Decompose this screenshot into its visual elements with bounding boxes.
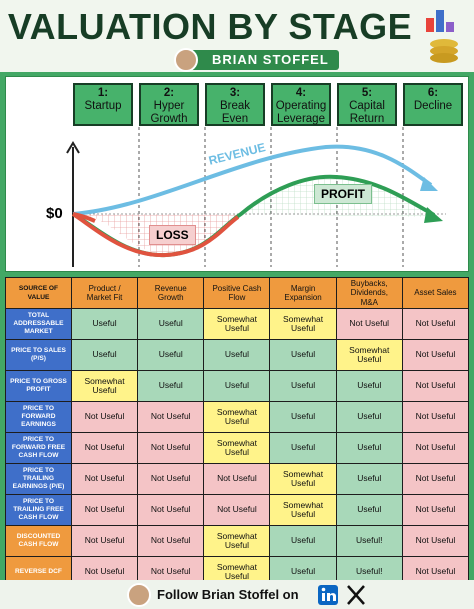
avatar xyxy=(127,583,151,607)
rating-cell: Useful xyxy=(138,309,204,339)
rating-cell: Not Useful xyxy=(72,464,138,494)
rating-cell: Not Useful xyxy=(138,495,204,525)
footer: Follow Brian Stoffel on xyxy=(0,580,474,609)
rating-cell: Not Useful xyxy=(402,495,468,525)
column-header: Margin Expansion xyxy=(270,278,336,308)
rating-cell: Somewhat Useful xyxy=(72,371,138,401)
rating-cell: Somewhat Useful xyxy=(270,495,336,525)
row-label: PRICE TO SALES (P/S) xyxy=(6,340,71,370)
row-label: PRICE TO FORWARD FREE CASH FLOW xyxy=(6,433,71,463)
rating-cell: Not Useful xyxy=(402,340,468,370)
stage-name: Hyper Growth xyxy=(150,100,188,125)
rating-cell: Useful xyxy=(138,371,204,401)
rating-cell: Not Useful xyxy=(402,526,468,556)
rating-cell: Not Useful xyxy=(72,433,138,463)
rating-cell: Useful xyxy=(72,340,138,370)
rating-cell: Not Useful xyxy=(204,464,270,494)
rating-cell: Useful xyxy=(336,433,402,463)
footer-text: Follow Brian Stoffel on xyxy=(157,587,299,602)
rating-cell: Useful xyxy=(138,340,204,370)
rating-cell: Not Useful xyxy=(336,309,402,339)
rating-cell: Not Useful xyxy=(72,495,138,525)
profit-label: PROFIT xyxy=(314,184,372,204)
rating-cell: Useful xyxy=(336,495,402,525)
rating-cell: Not Useful xyxy=(402,402,468,432)
rating-cell: Somewhat Useful xyxy=(204,402,270,432)
rating-cell: Not Useful xyxy=(402,433,468,463)
rating-cell: Somewhat Useful xyxy=(270,464,336,494)
rating-cell: Not Useful xyxy=(72,402,138,432)
rating-cell: Useful! xyxy=(336,526,402,556)
stage-box: 1: Startup xyxy=(73,83,133,126)
valuation-table: SOURCE OF VALUE Product / Market Fit Reven… xyxy=(5,277,469,588)
rating-cell: Somewhat Useful xyxy=(336,340,402,370)
rating-cell: Somewhat Useful xyxy=(270,309,336,339)
stage-number: 2: xyxy=(163,87,175,99)
row-label: PRICE TO TRAILING FREE CASH FLOW xyxy=(6,495,71,525)
column-header: Buybacks, Dividends, M&A xyxy=(336,278,402,308)
rating-cell: Not Useful xyxy=(402,464,468,494)
corner-header: SOURCE OF VALUE xyxy=(6,278,71,308)
stage-diagram: $0 REVENUE PROFIT LOSS 1: Startup 2: Hyper … xyxy=(5,76,469,272)
rating-cell: Not Useful xyxy=(402,309,468,339)
stage-number: 6: xyxy=(427,87,439,99)
social-icons xyxy=(318,585,365,605)
stage-name: Decline xyxy=(413,100,453,112)
rating-cell: Not Useful xyxy=(402,371,468,401)
rating-cell: Not Useful xyxy=(138,402,204,432)
stage-box: 6: Decline xyxy=(403,83,463,126)
author-badge: BRIAN STOFFEL xyxy=(190,50,339,70)
rating-cell: Useful xyxy=(204,340,270,370)
stage-name: Capital Return xyxy=(349,100,385,125)
rating-cell: Somewhat Useful xyxy=(204,433,270,463)
rating-cell: Useful xyxy=(72,309,138,339)
column-header: Product / Market Fit xyxy=(72,278,138,308)
stage-box: 2: Hyper Growth xyxy=(139,83,199,126)
rating-cell: Not Useful xyxy=(138,464,204,494)
zero-label: $0 xyxy=(46,205,63,222)
rating-cell: Useful xyxy=(336,464,402,494)
rating-cell: Useful xyxy=(204,371,270,401)
rating-cell: Useful xyxy=(336,371,402,401)
rating-cell: Not Useful xyxy=(204,495,270,525)
rating-cell: Useful xyxy=(270,371,336,401)
stage-box: 5: Capital Return xyxy=(337,83,397,126)
column-header: Positive Cash Flow xyxy=(204,278,270,308)
rating-cell: Useful xyxy=(270,402,336,432)
stage-name: Break Even xyxy=(219,100,251,125)
rating-cell: Useful xyxy=(336,402,402,432)
avatar xyxy=(174,48,198,72)
title: VALUATION BY STAGE xyxy=(7,6,413,47)
loss-label: LOSS xyxy=(149,225,196,245)
column-header: Revenue Growth xyxy=(138,278,204,308)
stage-number: 3: xyxy=(229,87,241,99)
coins-icon xyxy=(426,10,458,63)
stage-name: Startup xyxy=(84,100,122,112)
header: VALUATION BY STAGE BRIAN STOFFEL xyxy=(0,0,474,72)
stage-box: 3: Break Even xyxy=(205,83,265,126)
stage-box: 4: Operating Leverage xyxy=(271,83,331,126)
row-label: TOTAL ADDRESSABLE MARKET xyxy=(6,309,71,339)
stage-name: Operating Leverage xyxy=(275,100,327,125)
rating-cell: Not Useful xyxy=(138,433,204,463)
rating-cell: Not Useful xyxy=(72,526,138,556)
rating-cell: Somewhat Useful xyxy=(204,526,270,556)
row-label: PRICE TO FORWARD EARNINGS xyxy=(6,402,71,432)
stage-number: 1: xyxy=(97,87,109,99)
row-label: DISCOUNTED CASH FLOW xyxy=(6,526,71,556)
stage-number: 4: xyxy=(295,87,307,99)
author: BRIAN STOFFEL xyxy=(212,52,329,67)
rating-cell: Useful xyxy=(270,340,336,370)
rating-cell: Useful xyxy=(270,433,336,463)
rating-cell: Not Useful xyxy=(138,526,204,556)
rating-cell: Somewhat Useful xyxy=(204,309,270,339)
rating-cell: Useful xyxy=(270,526,336,556)
column-header: Asset Sales xyxy=(402,278,468,308)
stage-number: 5: xyxy=(361,87,373,99)
row-label: PRICE TO GROSS PROFIT xyxy=(6,371,71,401)
row-label: PRICE TO TRAILING EARNINGS (P/E) xyxy=(6,464,71,494)
